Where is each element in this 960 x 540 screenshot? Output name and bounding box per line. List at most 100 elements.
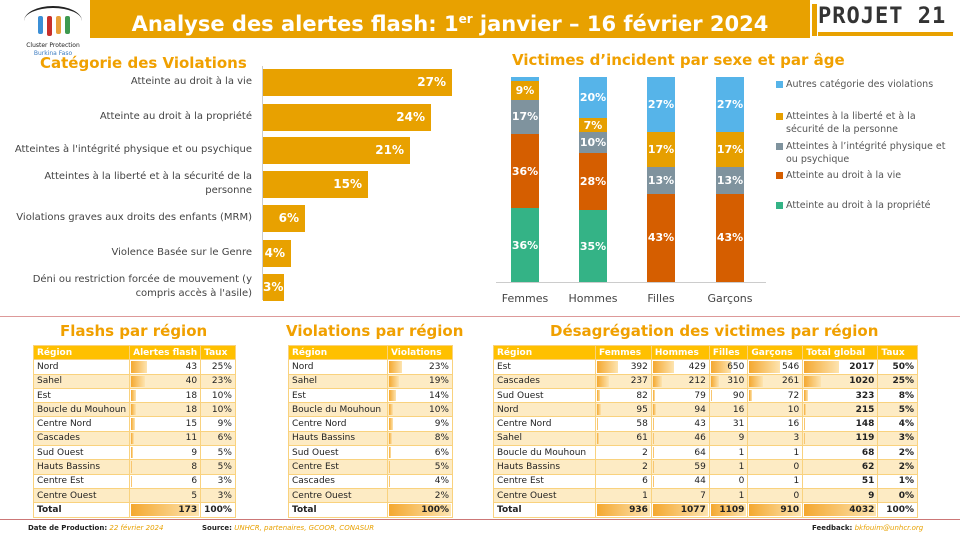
table-cell: 429: [650, 359, 710, 375]
feedback: Feedback: bkfouim@unhcr.org: [812, 524, 924, 532]
cell-text: 23%: [211, 376, 232, 387]
cell-text: 650: [727, 361, 745, 372]
data-bar: [652, 389, 656, 402]
data-bar: [652, 461, 654, 473]
table-row: Centre Est 6 44 0 1 51 1%: [493, 473, 918, 489]
cell-text: 148: [855, 419, 875, 430]
violations-table: Région Violations Nord 23% Sahel 19% Est 14% Bou…: [288, 344, 453, 518]
category-bar: 6%: [263, 205, 305, 232]
cell-text: Est: [292, 390, 306, 401]
cell-text: 61: [636, 433, 648, 444]
cell-text: 95: [636, 404, 648, 415]
cell-text: 2017: [849, 361, 875, 372]
data-bar: [710, 504, 747, 516]
table-cell: 14%: [387, 387, 453, 404]
table-cell: 9: [708, 430, 749, 447]
cell-text: 9%: [217, 419, 232, 430]
table-cell: 173: [129, 502, 202, 518]
data-bar: [131, 432, 134, 445]
table-cell: 25%: [877, 373, 918, 389]
cell-text: 215: [855, 404, 875, 415]
table-cell: 1077: [650, 502, 710, 518]
region-cell: Hauts Bassins: [32, 459, 131, 475]
table-cell: 1: [747, 473, 804, 489]
region-cell: Boucle du Mouhoun: [493, 445, 596, 461]
data-bar: [389, 461, 391, 473]
region-cell: Sud Ouest: [32, 445, 131, 461]
table-cell: 100%: [387, 502, 453, 518]
cell-text: 5%: [217, 462, 232, 473]
cell-text: 40: [185, 376, 198, 387]
data-bar: [804, 375, 821, 387]
production-date: Date de Production: 22 février 2024: [28, 524, 164, 532]
table-cell: 15: [129, 416, 202, 432]
table-cell: 5: [129, 487, 202, 504]
cell-text: 50%: [892, 361, 914, 372]
region-cell: Sud Ouest: [288, 445, 388, 461]
table-row: Nord 23%: [288, 359, 453, 375]
cell-text: 31: [732, 419, 745, 430]
data-bar: [131, 389, 137, 402]
feedback-email-link[interactable]: bkfouim@unhcr.org: [854, 524, 924, 532]
cell-text: 19%: [428, 376, 449, 387]
cell-text: 5: [191, 490, 198, 501]
table-cell: 82: [595, 387, 652, 404]
table-cell: 2%: [877, 459, 918, 475]
table-row: Boucle du Mouhoun 18 10%: [32, 402, 236, 418]
stack-segment: 17%: [511, 99, 539, 135]
cell-text: Boucle du Mouhoun: [37, 404, 127, 415]
total-row: Total 100%: [288, 502, 453, 518]
cell-text: Centre Nord: [37, 419, 92, 430]
table-row: Cascades 11 6%: [32, 430, 236, 447]
table-row: Sahel 40 23%: [32, 373, 236, 389]
stack-segment: 28%: [579, 152, 607, 211]
table-cell: 1109: [708, 502, 749, 518]
table-row: Sahel 61 46 9 3 119 3%: [493, 430, 918, 447]
cell-text: Boucle du Mouhoun: [497, 447, 587, 458]
legend-swatch: [776, 143, 783, 150]
data-bar: [131, 504, 200, 516]
table-cell: 100%: [877, 502, 918, 518]
cell-text: Centre Est: [292, 462, 339, 473]
table-cell: 2: [595, 445, 652, 461]
cell-text: 68: [861, 447, 875, 458]
cell-text: Centre Ouest: [37, 490, 97, 501]
legend-item: Atteinte au droit à la propriété: [776, 199, 956, 212]
cell-text: 3%: [217, 476, 232, 487]
table-cell: 6: [595, 473, 652, 489]
cell-text: 261: [782, 376, 800, 387]
table-cell: 936: [595, 502, 652, 518]
region-cell: Cascades: [493, 373, 596, 389]
cell-text: 72: [787, 390, 800, 401]
table-cell: 19%: [387, 373, 453, 389]
region-cell: Boucle du Mouhoun: [32, 402, 131, 418]
data-bar: [804, 404, 807, 416]
data-bar: [749, 375, 763, 387]
table-cell: 51: [802, 473, 879, 489]
data-bar: [131, 375, 146, 387]
table-cell: 2: [595, 459, 652, 475]
cell-text: 910: [780, 504, 800, 515]
cell-text: 1020: [849, 376, 875, 387]
table-cell: 46: [650, 430, 710, 447]
table-cell: 5%: [877, 402, 918, 418]
cell-text: 5%: [434, 462, 449, 473]
data-bar: [597, 432, 599, 445]
cell-text: 8: [191, 462, 198, 473]
cell-text: 9: [191, 447, 198, 458]
data-bar: [749, 504, 802, 516]
stack-segment: 43%: [716, 193, 744, 282]
violations-title: Violations par région: [286, 322, 464, 340]
data-bar: [710, 361, 731, 373]
x-axis-label: Garçons: [707, 292, 753, 305]
table-cell: 44: [650, 473, 710, 489]
data-bar: [652, 404, 656, 416]
cell-text: 1: [793, 447, 800, 458]
data-bar: [389, 504, 451, 516]
region-cell: Est: [493, 359, 596, 375]
legend-swatch: [776, 202, 783, 209]
table-cell: 1%: [877, 473, 918, 489]
table-header: Alertes flash: [129, 344, 202, 361]
stack-segment: 36%: [511, 134, 539, 209]
region-cell: Centre Ouest: [288, 487, 388, 504]
